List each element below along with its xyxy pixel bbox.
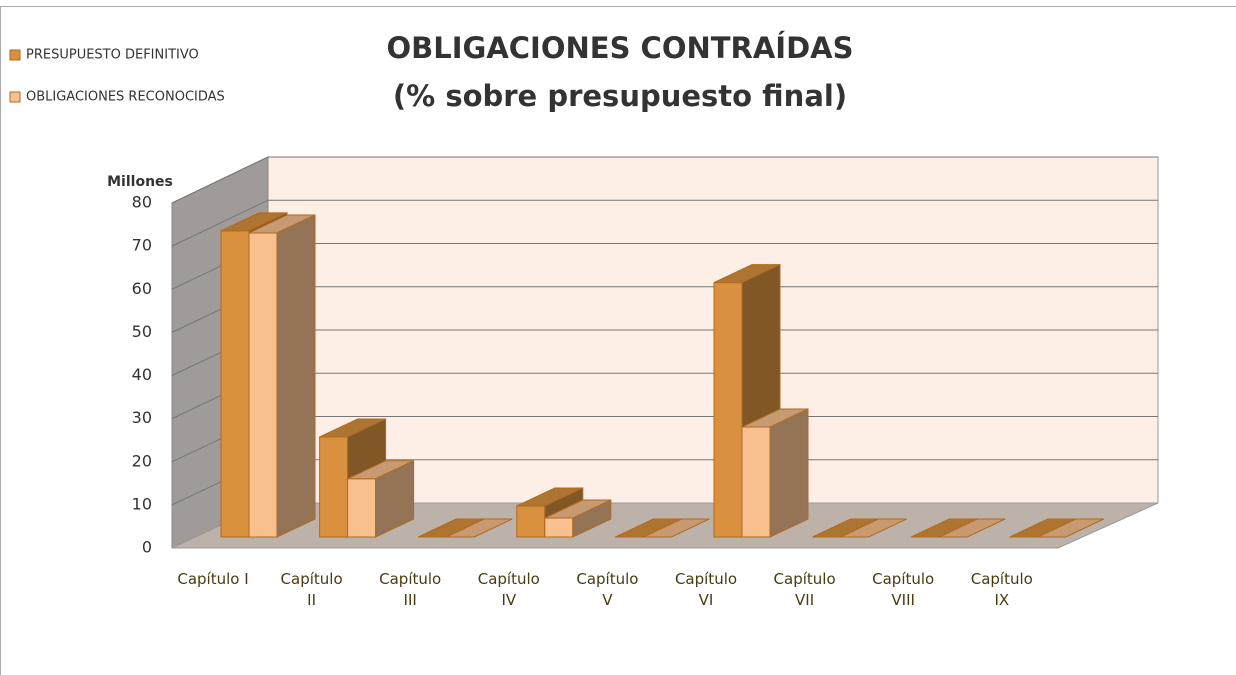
x-tick-label: Capítulo III	[379, 570, 442, 609]
y-tick-label: 50	[132, 322, 152, 341]
bar-front	[741, 426, 771, 538]
y-tick-label: 70	[132, 236, 152, 255]
chart-title: OBLIGACIONES CONTRAÍDAS	[386, 31, 853, 65]
y-tick-label: 60	[132, 279, 152, 298]
x-tick-label: Capítulo II	[280, 570, 343, 609]
bar-front	[319, 436, 349, 538]
x-tick-label: Capítulo VII	[773, 570, 836, 609]
bar-side	[769, 408, 809, 538]
y-axis-label: Millones	[107, 174, 173, 190]
x-tick-label: Capítulo V	[576, 570, 639, 609]
bar-side	[276, 214, 316, 538]
y-tick-label: 30	[132, 408, 152, 427]
bar-front	[248, 232, 278, 538]
x-tick-label: Capítulo VIII	[872, 570, 935, 609]
y-tick-label: 0	[142, 538, 152, 557]
legend-label: PRESUPUESTO DEFINITIVO	[26, 48, 199, 63]
bar-side	[375, 459, 415, 538]
bar-front	[516, 505, 546, 538]
chart-border	[0, 6, 1236, 675]
grid-line	[171, 156, 269, 204]
grid-line	[171, 199, 269, 247]
bar-front	[220, 230, 250, 538]
bar-front	[713, 282, 743, 538]
bar-top	[840, 518, 907, 538]
chart-subtitle: (% sobre presupuesto final)	[393, 79, 847, 113]
legend-swatch	[9, 91, 21, 103]
x-tick-label: Capítulo IV	[477, 570, 540, 609]
x-tick-label: Capítulo VI	[674, 570, 738, 609]
y-tick-label: 10	[132, 494, 152, 513]
bar-front	[544, 517, 574, 538]
bar-top	[445, 518, 513, 538]
bar-front	[347, 478, 377, 538]
bar-top	[1037, 518, 1105, 538]
legend-label: OBLIGACIONES RECONOCIDAS	[26, 90, 225, 105]
bar-top	[643, 518, 710, 538]
bar-side	[572, 499, 612, 538]
bar-top	[938, 518, 1006, 538]
x-tick-label: Capítulo IX	[970, 570, 1033, 609]
legend-swatch	[9, 49, 21, 61]
y-tick-label: 20	[132, 451, 152, 470]
y-tick-label: 80	[132, 193, 152, 212]
x-tick-label: Capítulo I	[177, 570, 249, 588]
y-tick-label: 40	[132, 365, 152, 384]
